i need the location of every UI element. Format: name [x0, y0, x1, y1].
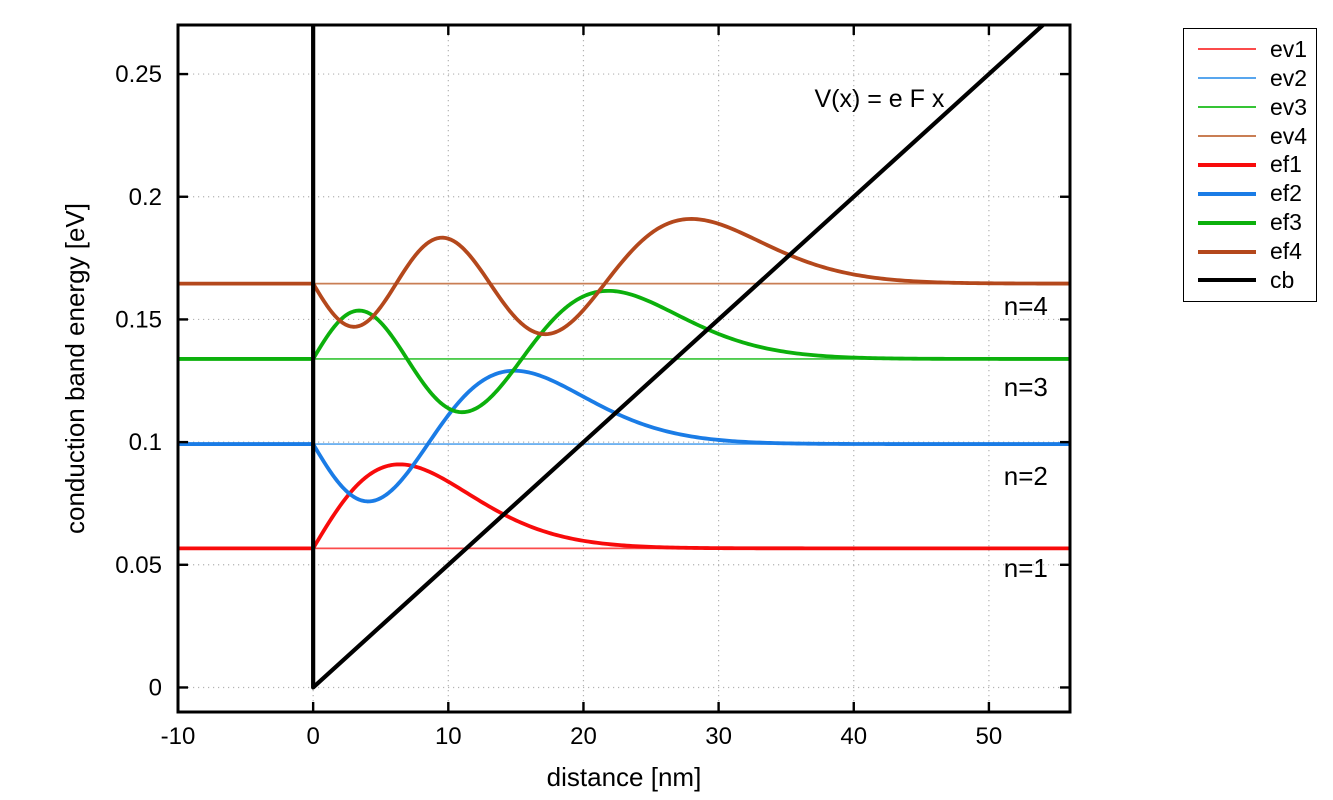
x-tick-labels: -10 0 10 20 30 40 50: [161, 723, 1003, 750]
legend-item-ev4: ev4: [1198, 124, 1316, 148]
legend-line-sample-ev2: [1198, 77, 1256, 80]
x-axis-title: distance [nm]: [547, 762, 702, 792]
legend-item-ev1: ev1: [1198, 37, 1316, 61]
y-axis-title: conduction band energy [eV]: [60, 203, 90, 534]
y-tick-label-0.25: 0.25: [115, 61, 162, 88]
x-tick-label-0: 0: [306, 723, 319, 750]
legend-label-ef3: ef3: [1270, 209, 1302, 236]
legend-line-sample-cb: [1198, 278, 1256, 283]
legend-label-ef1: ef1: [1270, 151, 1302, 178]
legend-line-sample-ef3: [1198, 220, 1256, 225]
legend-label-ef2: ef2: [1270, 180, 1302, 207]
y-tick-label-0.15: 0.15: [115, 306, 162, 333]
legend-line-sample-ef4: [1198, 249, 1256, 254]
legend-item-ef3: ef3: [1198, 211, 1316, 235]
y-tick-label-0.05: 0.05: [115, 552, 162, 579]
annotation-n1: n=1: [1004, 553, 1048, 583]
legend-item-ef4: ef4: [1198, 240, 1316, 264]
legend-line-sample-ef2: [1198, 191, 1256, 196]
annotation-n4: n=4: [1004, 291, 1048, 321]
legend-line-sample-ev3: [1198, 106, 1256, 109]
x-tick-label-50: 50: [976, 723, 1003, 750]
legend-item-ev2: ev2: [1198, 66, 1316, 90]
x-tick-label--10: -10: [161, 723, 196, 750]
y-tick-label-0.2: 0.2: [129, 184, 162, 211]
legend-item-ef1: ef1: [1198, 153, 1316, 177]
x-tick-label-10: 10: [435, 723, 462, 750]
data-series: [178, 25, 1070, 690]
legend-label-ev1: ev1: [1270, 35, 1308, 62]
annotation-n3: n=3: [1004, 372, 1048, 402]
legend-label-cb: cb: [1270, 266, 1295, 293]
series-cb: [311, 25, 1047, 690]
legend-line-sample-ef1: [1198, 162, 1256, 167]
series-ef4: [178, 217, 1070, 337]
legend-line-sample-ev4: [1198, 135, 1256, 138]
legend-item-ef2: ef2: [1198, 182, 1316, 206]
y-tick-label-0: 0: [149, 674, 162, 701]
x-tick-label-30: 30: [705, 723, 732, 750]
annotation-n2: n=2: [1004, 461, 1048, 491]
legend-label-ev2: ev2: [1270, 64, 1308, 91]
legend-line-sample-ev1: [1198, 48, 1256, 51]
legend-item-cb: cb: [1198, 268, 1316, 292]
plot-frame: [176, 23, 1072, 714]
x-tick-label-20: 20: [570, 723, 597, 750]
legend-label-ev3: ev3: [1270, 93, 1308, 120]
annotations: V(x) = e F x n=4 n=3 n=2 n=1: [814, 85, 1047, 583]
x-tick-label-40: 40: [840, 723, 867, 750]
y-tick-label-0.1: 0.1: [129, 429, 162, 456]
series-ef3: [178, 288, 1070, 415]
annotation-potential-label: V(x) = e F x: [814, 85, 944, 113]
legend-box: ev1 ev2 ev3 ev4 ef1 ef2 ef3 ef4 cb: [1183, 28, 1317, 302]
series-ef1: [178, 462, 1070, 551]
gridlines: [178, 25, 1070, 712]
legend-label-ef4: ef4: [1270, 238, 1302, 265]
legend-item-ev3: ev3: [1198, 95, 1316, 119]
series-ef2: [178, 368, 1070, 504]
legend-label-ev4: ev4: [1270, 122, 1308, 149]
y-tick-labels: 0 0.05 0.1 0.15 0.2 0.25: [115, 61, 162, 701]
